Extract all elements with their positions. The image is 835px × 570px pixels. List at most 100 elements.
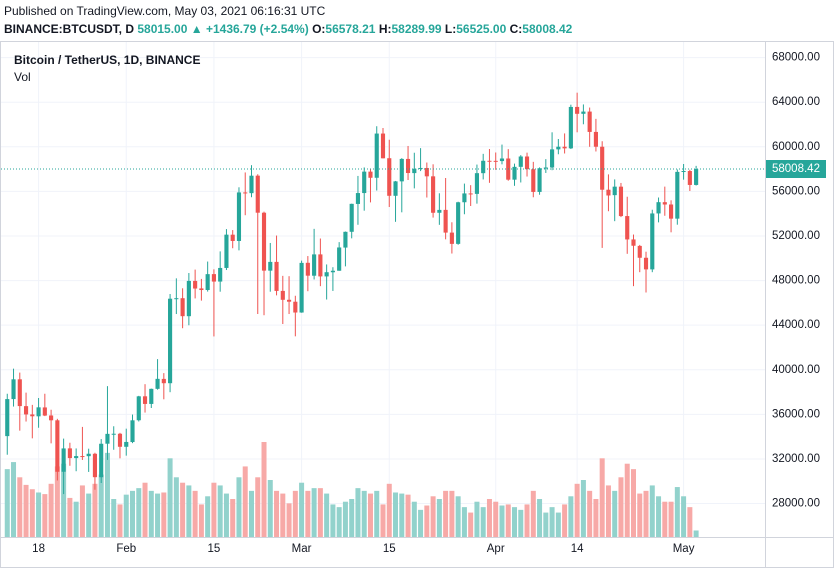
candle-body bbox=[174, 298, 179, 300]
candle-body bbox=[280, 290, 285, 300]
volume-bar bbox=[624, 463, 630, 537]
candle-body bbox=[493, 160, 498, 162]
symbol: BINANCE:BTCUSDT, D bbox=[4, 22, 134, 36]
candle-body bbox=[380, 133, 386, 159]
volume-bar bbox=[136, 488, 142, 537]
candle-body bbox=[656, 202, 661, 214]
volume-bar bbox=[374, 490, 380, 537]
volume-bar bbox=[505, 504, 511, 537]
candle-body bbox=[537, 168, 542, 192]
volume-label: Vol bbox=[14, 70, 31, 84]
candle-body bbox=[74, 456, 79, 459]
candle-body bbox=[468, 193, 473, 195]
volume-bar bbox=[305, 490, 311, 537]
candle-body bbox=[387, 158, 392, 196]
volume-bar bbox=[637, 493, 643, 537]
candle-body bbox=[362, 171, 367, 194]
high: 58289.99 bbox=[391, 22, 441, 36]
volume-bar bbox=[355, 488, 361, 537]
volume-bar bbox=[518, 509, 524, 537]
volume-bar bbox=[98, 474, 104, 537]
candle-body bbox=[49, 415, 54, 421]
y-tick-label: 36000.00 bbox=[772, 408, 820, 420]
candle-body bbox=[105, 433, 110, 444]
candle-body bbox=[274, 261, 279, 291]
candle-body bbox=[299, 262, 304, 313]
candle-body bbox=[261, 212, 267, 271]
candle-body bbox=[575, 106, 580, 114]
candle-body bbox=[255, 175, 260, 213]
volume-bar bbox=[54, 466, 60, 537]
price: 58015.00 bbox=[137, 22, 187, 36]
volume-bar bbox=[386, 483, 392, 537]
volume-bar bbox=[474, 501, 480, 537]
candle-body bbox=[593, 131, 598, 147]
candle-body bbox=[61, 448, 66, 472]
symbol-line: BINANCE:BTCUSDT, D 58015.00 ▲ +1436.79 (… bbox=[4, 22, 573, 36]
candle-body bbox=[412, 168, 417, 174]
volume-bar bbox=[612, 490, 618, 537]
published-line: Published on TradingView.com, May 03, 20… bbox=[4, 4, 326, 18]
volume-bar bbox=[468, 512, 474, 537]
candle-body bbox=[456, 202, 461, 244]
volume-bar bbox=[211, 482, 217, 537]
candle-body bbox=[449, 232, 454, 244]
volume-bar bbox=[330, 504, 336, 537]
volume-bar bbox=[205, 496, 211, 537]
candle-body bbox=[368, 171, 373, 178]
candle-body bbox=[606, 189, 611, 196]
volume-bar bbox=[593, 499, 599, 537]
volume-bar bbox=[286, 503, 292, 537]
volume-bar bbox=[649, 485, 655, 537]
volume-bar bbox=[587, 490, 593, 537]
volume-bar bbox=[580, 480, 586, 537]
candle-body bbox=[23, 406, 29, 415]
candle-body bbox=[42, 407, 47, 416]
candle-body bbox=[650, 213, 655, 270]
candle-body bbox=[337, 247, 342, 271]
volume-bar bbox=[67, 497, 73, 537]
volume-bar bbox=[173, 477, 179, 537]
volume-bar bbox=[92, 483, 98, 537]
low: 56525.00 bbox=[456, 22, 506, 36]
volume-bar bbox=[543, 512, 549, 537]
candle-body bbox=[499, 158, 505, 162]
volume-bar bbox=[449, 490, 455, 537]
candle-body bbox=[437, 209, 442, 213]
candle-body bbox=[343, 231, 348, 248]
candle-body bbox=[374, 133, 379, 178]
candle-body bbox=[236, 192, 242, 241]
volume-bar bbox=[23, 484, 29, 537]
volume-bar bbox=[104, 452, 110, 537]
candle-body bbox=[268, 261, 273, 271]
candle-body bbox=[5, 399, 10, 437]
candle-body bbox=[531, 169, 536, 192]
volume-bar bbox=[436, 499, 442, 537]
high-label: H: bbox=[379, 22, 392, 36]
volume-bar bbox=[493, 501, 499, 537]
x-tick-label: 18 bbox=[32, 543, 45, 555]
volume-bar bbox=[568, 496, 574, 537]
volume-bar bbox=[180, 482, 186, 537]
candle-body bbox=[562, 146, 567, 149]
candle-body bbox=[625, 216, 630, 240]
volume-bar bbox=[549, 507, 555, 537]
candle-body bbox=[161, 378, 166, 384]
volume-bar bbox=[524, 504, 530, 537]
volume-bar bbox=[248, 490, 254, 537]
volume-bar bbox=[11, 462, 17, 537]
volume-bar bbox=[455, 496, 461, 537]
frame bbox=[0, 41, 834, 568]
low-label: L: bbox=[445, 22, 456, 36]
x-tick-label: 15 bbox=[208, 543, 221, 555]
candle-body bbox=[142, 396, 148, 404]
volume-bar bbox=[643, 490, 649, 537]
candle-body bbox=[149, 388, 154, 404]
candle-body bbox=[67, 448, 72, 459]
volume-bar bbox=[274, 490, 280, 537]
candle-body bbox=[286, 299, 292, 302]
candle-body bbox=[92, 453, 98, 478]
volume-bar bbox=[687, 507, 693, 537]
volume-bar bbox=[161, 492, 167, 537]
volume-bar bbox=[236, 477, 242, 537]
